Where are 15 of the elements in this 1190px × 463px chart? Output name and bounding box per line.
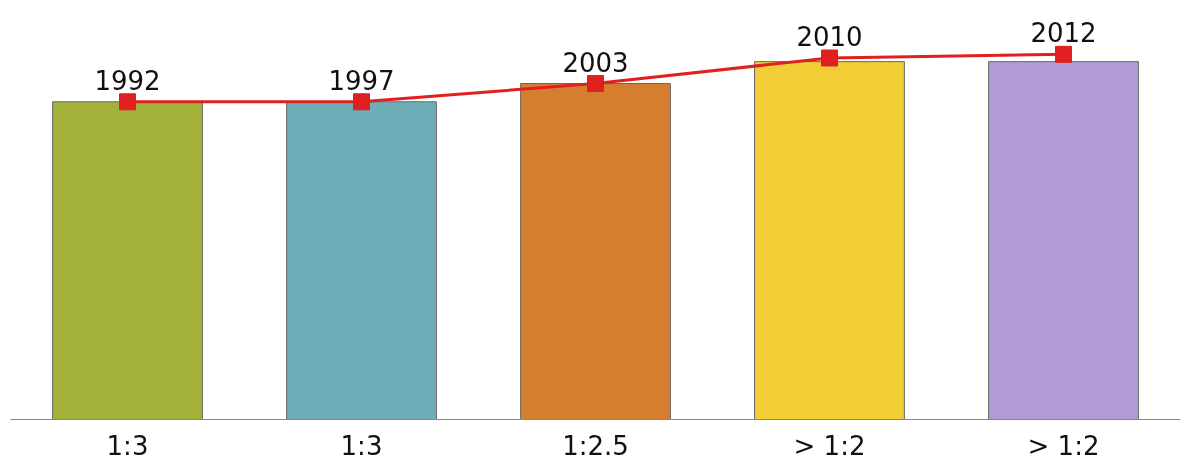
- annotation: 1992: [94, 65, 161, 96]
- annotation: 2003: [562, 47, 629, 78]
- x-tick-label: 1:3: [106, 430, 149, 461]
- point: [353, 93, 370, 111]
- point: [119, 93, 136, 111]
- x-tick-label: > 1:2: [793, 430, 866, 461]
- annotation: 1997: [328, 65, 395, 96]
- x-tick-label: > 1:2: [1027, 430, 1100, 461]
- point: [587, 75, 604, 93]
- point: [821, 49, 838, 67]
- x-tick-label: 1:3: [340, 430, 383, 461]
- x-tick-label: 1:2.5: [562, 430, 629, 461]
- text: 2010: [796, 21, 863, 52]
- point: [1055, 45, 1072, 63]
- text: 2012: [1030, 18, 1097, 49]
